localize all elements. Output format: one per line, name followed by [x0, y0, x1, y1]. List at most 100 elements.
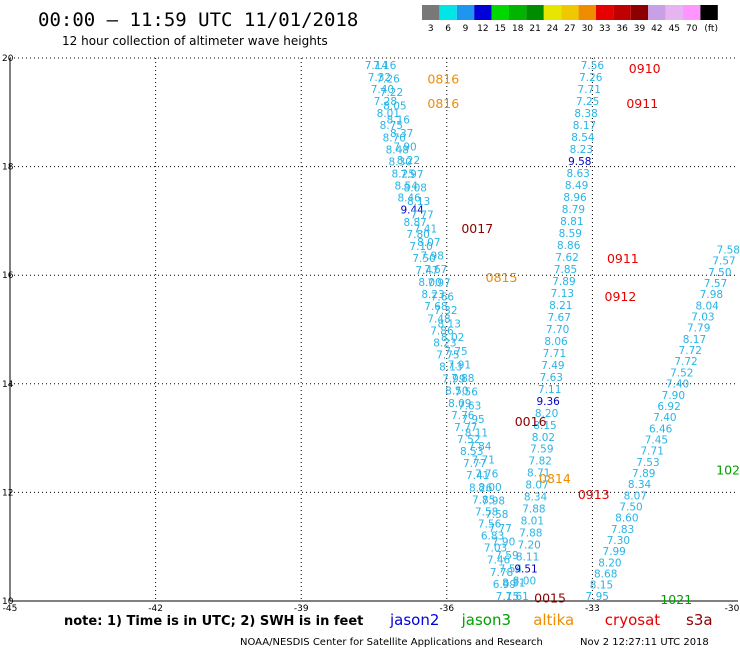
wave-height-value: 8.11 — [465, 428, 488, 440]
wave-height-value: 8.02 — [532, 432, 555, 444]
legend-unit: (ft) — [704, 24, 718, 34]
mission-legend-entry: jason2 — [389, 611, 439, 629]
legend-swatch — [422, 5, 440, 20]
legend-swatch — [439, 5, 457, 20]
wave-height-value: 8.54 — [395, 181, 419, 193]
wave-height-value: 7.72 — [674, 356, 697, 368]
wave-height-value: 7.11 — [538, 384, 561, 396]
wave-height-value: 8.11 — [516, 552, 539, 564]
wave-height-value: 7.90 — [662, 390, 685, 402]
wave-height-value: 7.77 — [410, 210, 433, 222]
wave-height-value: 8.07 — [525, 480, 548, 492]
wave-height-value: 8.07 — [417, 237, 440, 249]
wave-height-value: 7.57 — [712, 256, 735, 268]
wave-height-value: 7.79 — [687, 323, 710, 335]
legend-swatch — [683, 5, 701, 20]
legend-label: 6 — [445, 24, 451, 34]
wave-height-value: 7.72 — [679, 345, 702, 357]
legend-label: 12 — [477, 24, 488, 34]
wave-height-value: 6.99 — [493, 579, 516, 591]
wave-height-value: 8.81 — [560, 216, 583, 228]
wave-height-value: 7.32 — [434, 305, 457, 317]
wave-height-value: 7.48 — [427, 313, 450, 325]
wave-height-value: 8.37 — [390, 128, 413, 140]
legend-swatch — [596, 5, 614, 20]
wave-height-value: 7.62 — [555, 252, 578, 264]
wave-height-value: 7.71 — [641, 446, 664, 458]
wave-height-value: 7.85 — [554, 264, 577, 276]
wave-height-value: 7.52 — [457, 434, 480, 446]
legend-label: 42 — [651, 24, 662, 34]
wave-height-value: 7.78 — [490, 567, 513, 579]
wave-height-value: 7.56 — [581, 60, 605, 72]
pass-time-label: 0814 — [539, 471, 571, 486]
wave-height-value: 8.59 — [559, 228, 582, 240]
wave-height-value: 7.67 — [548, 312, 571, 324]
legend-label: 18 — [512, 24, 524, 34]
legend-label: 15 — [495, 24, 506, 34]
wave-height-value: 8.04 — [695, 300, 719, 312]
wave-height-value: 7.49 — [541, 360, 564, 372]
legend-swatch — [526, 5, 544, 20]
wave-height-value: 8.23 — [433, 337, 456, 349]
wave-height-value: 8.34 — [524, 492, 548, 504]
wave-height-value: 7.82 — [529, 456, 552, 468]
wave-height-value: 9.51 — [514, 564, 537, 576]
wave-height-value: 8.01 — [521, 516, 544, 528]
wave-height-value: 7.95 — [461, 414, 484, 426]
wave-height-value: 8.00 — [478, 482, 501, 494]
wave-height-value: 8.00 — [513, 576, 536, 588]
wave-height-value: 7.45 — [645, 434, 668, 446]
mission-legend: jason2 jason3 altika cryosat s3a — [389, 611, 713, 629]
pass-time-label: 0816 — [427, 72, 459, 87]
wave-height-value: 8.31 — [502, 577, 525, 589]
legend-swatch — [491, 5, 509, 20]
lon-tick-label: -39 — [294, 604, 309, 614]
wave-height-value: 7.41 — [414, 223, 437, 235]
legend-swatch — [561, 5, 579, 20]
lat-tick-label: 14 — [2, 380, 14, 390]
wave-height-value: 7.26 — [579, 72, 603, 84]
wave-height-value: 8.79 — [562, 204, 585, 216]
wave-height-value: 7.50 — [619, 502, 642, 514]
wave-height-value: 7.03 — [691, 312, 714, 324]
legend-label: 45 — [669, 24, 680, 34]
pass-time-label: 0911 — [607, 251, 639, 266]
lon-tick-label: -33 — [585, 604, 600, 614]
wave-height-value: 6.46 — [649, 423, 673, 435]
wave-height-value: 7.67 — [424, 264, 447, 276]
footer-note: note: 1) Time is in UTC; 2) SWH is in fe… — [64, 614, 363, 629]
wave-height-value: 8.26 — [469, 482, 493, 494]
wave-height-value: 8.46 — [397, 193, 421, 205]
wave-height-value: 7.91 — [448, 359, 471, 371]
wave-height-value: 7.40 — [653, 412, 676, 424]
wave-height-value: 7.71 — [472, 455, 495, 467]
wave-height-value: 7.86 — [430, 325, 454, 337]
wave-height-value: 8.34 — [628, 479, 652, 491]
legend-label: 24 — [547, 24, 559, 34]
wave-height-value: 7.58 — [475, 506, 498, 518]
mission-legend-entry: altika — [533, 611, 574, 629]
wave-height-value: 7.56 — [478, 518, 502, 530]
wave-height-value: 8.54 — [571, 132, 595, 144]
wave-height-value: 7.99 — [442, 374, 465, 386]
wave-height-value: 7.10 — [409, 241, 432, 253]
wave-height-value: 7.53 — [636, 457, 659, 469]
wave-height-value: 7.68 — [424, 301, 447, 313]
wave-height-value: 7.88 — [522, 504, 545, 516]
wave-height-value: 7.59 — [495, 550, 518, 562]
pass-time-label: 0910 — [629, 61, 661, 76]
wave-height-value: 7.85 — [472, 494, 495, 506]
legend-label: 9 — [463, 24, 469, 34]
wave-height-value: 7.89 — [632, 468, 655, 480]
wave-height-value: 7.41 — [466, 470, 489, 482]
wave-height-value: 7.84 — [468, 441, 492, 453]
wave-height-value: 8.00 — [418, 277, 441, 289]
legend-label: 3 — [428, 24, 434, 34]
wave-height-value: 7.54 — [499, 564, 523, 576]
wave-height-value: 8.22 — [397, 155, 420, 167]
lat-tick-label: 12 — [2, 488, 13, 498]
wave-height-value: 8.49 — [565, 180, 588, 192]
wave-height-value: 7.83 — [611, 524, 634, 536]
